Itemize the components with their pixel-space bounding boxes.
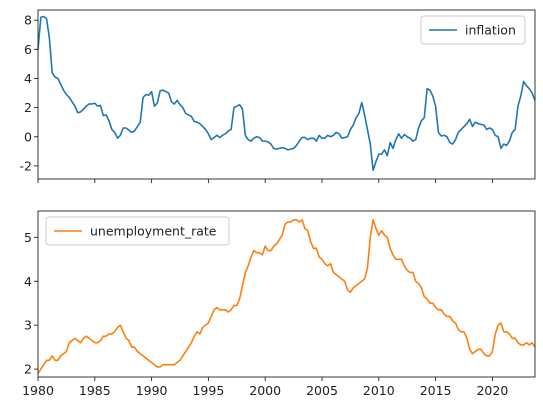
axes-frame	[37, 9, 536, 180]
x-tick-label: 2010	[363, 383, 395, 398]
y-tick-label: 4	[24, 71, 32, 86]
x-tick-label: 2005	[306, 383, 338, 398]
x-tick-label: 1980	[22, 383, 54, 398]
x-tick-label: 2020	[476, 383, 508, 398]
y-tick-label: -2	[20, 158, 32, 173]
y-tick-label: 3	[24, 318, 32, 333]
x-tick-label: 2015	[420, 383, 452, 398]
y-tick-label: 8	[24, 13, 32, 28]
x-tick-label: 1985	[79, 383, 111, 398]
legend-label: unemployment_rate	[90, 224, 217, 239]
y-tick-label: 4	[24, 274, 32, 289]
inflation-panel: -2 0 2 4 6 8 inflation	[20, 9, 536, 183]
y-tick-label: 0	[24, 129, 32, 144]
unemployment-panel: 2 3 4 5 1980 1985 1990 1995 2000 2005 2010 2015 2020…	[22, 210, 536, 398]
legend-label: inflation	[465, 23, 516, 38]
axes-frame	[37, 210, 536, 378]
legend-box	[420, 15, 526, 45]
legend: inflation	[420, 15, 526, 45]
x-tick-label: 1995	[192, 383, 224, 398]
x-tick-label: 1990	[136, 383, 168, 398]
y-tick-label: 6	[24, 42, 32, 57]
inflation-line	[37, 15, 536, 172]
legend: unemployment_rate	[45, 216, 230, 246]
y-tick-label: 2	[24, 362, 32, 377]
y-tick-label: 2	[24, 100, 32, 115]
unemployment_rate-line	[37, 218, 536, 374]
x-tick-label: 2000	[249, 383, 281, 398]
legend-box	[45, 216, 230, 246]
y-tick-label: 5	[24, 230, 32, 245]
